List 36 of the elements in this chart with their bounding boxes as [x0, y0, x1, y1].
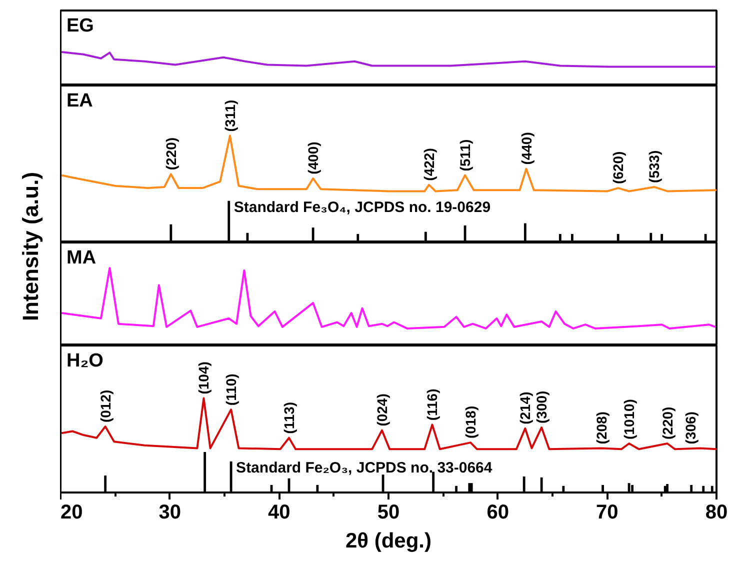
x-tick-label: 70	[596, 502, 618, 524]
x-axis-title: 2θ (deg.)	[345, 530, 432, 552]
series-label: Standard Fe₂O₃, JCPDS no. 33-0664	[236, 459, 493, 476]
annotation: (208)	[594, 412, 610, 444]
annotation: (1010)	[621, 399, 638, 440]
x-tick-label: 80	[705, 502, 728, 524]
annotation: (511)	[457, 139, 474, 172]
x-tick-label: 60	[486, 502, 509, 524]
annotation: (440)	[518, 132, 534, 165]
annotation: (018)	[462, 406, 478, 439]
annotation: (220)	[162, 137, 179, 170]
y-axis-title: Intensity (a.u.)	[18, 172, 43, 322]
annotation: (220)	[659, 406, 676, 440]
x-tick-label: 30	[158, 502, 181, 524]
annotation: (113)	[281, 402, 298, 434]
annotation: (533)	[646, 150, 662, 183]
annotation: (104)	[196, 362, 212, 394]
chart-title: H₂O	[66, 350, 104, 372]
annotation: (400)	[305, 142, 322, 174]
annotation: (012)	[97, 390, 114, 423]
annotation: (116)	[424, 388, 440, 421]
chart-title: EA	[66, 90, 94, 112]
annotation: (214)	[517, 392, 534, 424]
annotation: (110)	[223, 374, 240, 406]
series-label: Standard Fe₃O₄, JCPDS no. 19-0629	[234, 198, 491, 216]
annotation: (300)	[534, 390, 550, 424]
annotation: (024)	[374, 394, 390, 426]
x-tick-label: 50	[377, 502, 400, 524]
annotation: (306)	[682, 412, 698, 444]
annotation: (620)	[610, 151, 626, 184]
x-tick-label: 40	[268, 502, 290, 524]
annotation: (311)	[222, 100, 238, 132]
chart-title: EG	[66, 16, 94, 36]
chart-title: MA	[66, 248, 96, 268]
annotation: (422)	[420, 148, 437, 181]
x-tick-label: 20	[60, 502, 83, 524]
